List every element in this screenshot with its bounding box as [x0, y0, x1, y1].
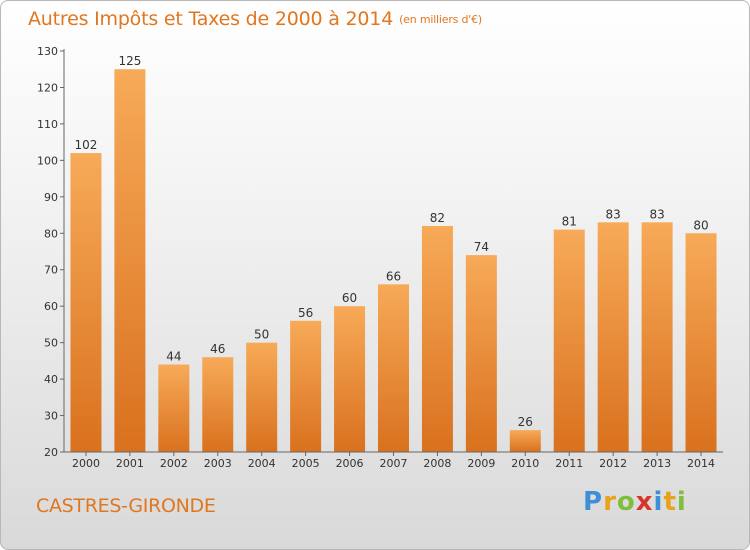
- bar-2010: [509, 430, 541, 452]
- logo-letter: i: [676, 487, 687, 517]
- bar-2004: [246, 342, 278, 452]
- data-label-2011: 81: [562, 215, 577, 229]
- x-tick-label-2011: 2011: [555, 457, 583, 470]
- data-label-2000: 102: [75, 138, 98, 152]
- data-label-2005: 56: [298, 306, 313, 320]
- x-tick-label-2010: 2010: [511, 457, 539, 470]
- bar-2007: [378, 284, 409, 452]
- data-label-2002: 44: [166, 350, 181, 364]
- logo-letter: P: [583, 487, 604, 517]
- bar-2011: [553, 229, 585, 452]
- proxiti-logo: Proxiti: [583, 487, 687, 517]
- data-label-2009: 74: [474, 240, 489, 254]
- y-tick-label-70: 70: [44, 264, 58, 277]
- chart-title: Autres Impôts et Taxes de 2000 à 2014 (en…: [28, 8, 482, 30]
- x-tick-label-2001: 2001: [116, 457, 144, 470]
- y-tick-label-20: 20: [44, 446, 58, 459]
- x-tick-label-2004: 2004: [248, 457, 276, 470]
- y-tick-label-50: 50: [44, 337, 58, 350]
- bars-group: 102 125 44 46 50 56 60 66 82 74 26 81 83 83 80: [70, 54, 717, 453]
- x-tick-label-2005: 2005: [292, 457, 320, 470]
- chart-unit: (en milliers d'€): [399, 13, 482, 26]
- bar-2000: [70, 153, 102, 452]
- bar-2002: [158, 364, 190, 452]
- data-label-2003: 46: [210, 342, 225, 356]
- logo-letter: i: [653, 487, 664, 517]
- logo-letter: x: [635, 487, 654, 517]
- logo-letter: t: [663, 487, 677, 517]
- y-tick-label-100: 100: [37, 154, 58, 167]
- bar-2008: [421, 225, 453, 452]
- chart-title-text: Autres Impôts et Taxes de 2000 à 2014: [28, 8, 394, 30]
- data-label-2006: 60: [342, 291, 357, 305]
- logo-letter: o: [616, 487, 636, 517]
- y-tick-label-60: 60: [44, 300, 58, 313]
- bar-2003: [202, 357, 234, 452]
- x-tick-label-2014: 2014: [687, 457, 715, 470]
- x-tick-label-2012: 2012: [599, 457, 627, 470]
- y-tick-label-40: 40: [44, 373, 58, 386]
- data-label-2008: 82: [430, 211, 445, 225]
- data-label-2013: 83: [649, 207, 664, 221]
- y-tick-label-130: 130: [37, 45, 58, 58]
- bar-2014: [685, 233, 717, 452]
- y-tick-label-110: 110: [37, 118, 58, 131]
- logo-letter: r: [603, 487, 617, 517]
- data-label-2014: 80: [693, 218, 708, 232]
- bar-2005: [290, 320, 322, 452]
- x-tick-label-2003: 2003: [204, 457, 232, 470]
- y-tick-label-120: 120: [37, 81, 58, 94]
- bar-2013: [641, 222, 673, 452]
- x-tick-label-2013: 2013: [643, 457, 671, 470]
- x-tick-label-2007: 2007: [380, 457, 408, 470]
- bar-2006: [334, 306, 366, 452]
- data-label-2012: 83: [606, 207, 621, 221]
- y-tick-label-30: 30: [44, 410, 58, 423]
- y-tick-label-90: 90: [44, 191, 58, 204]
- x-tick-label-2002: 2002: [160, 457, 188, 470]
- bar-2001: [114, 69, 146, 453]
- commune-name: CASTRES-GIRONDE: [36, 495, 216, 517]
- y-tick-label-80: 80: [44, 227, 58, 240]
- data-label-2001: 125: [118, 54, 141, 68]
- x-tick-label-2009: 2009: [467, 457, 495, 470]
- data-label-2004: 50: [254, 328, 269, 342]
- x-tick-label-2008: 2008: [423, 457, 451, 470]
- x-tick-label-2000: 2000: [72, 457, 100, 470]
- axes-group: 2000 2001 2002 2003 2004 2005 2006 2007 2008 2009…: [37, 45, 723, 470]
- bar-2012: [597, 222, 629, 452]
- x-tick-label-2006: 2006: [336, 457, 364, 470]
- bar-2009: [465, 255, 497, 452]
- data-label-2007: 66: [386, 269, 401, 283]
- data-label-2010: 26: [518, 415, 533, 429]
